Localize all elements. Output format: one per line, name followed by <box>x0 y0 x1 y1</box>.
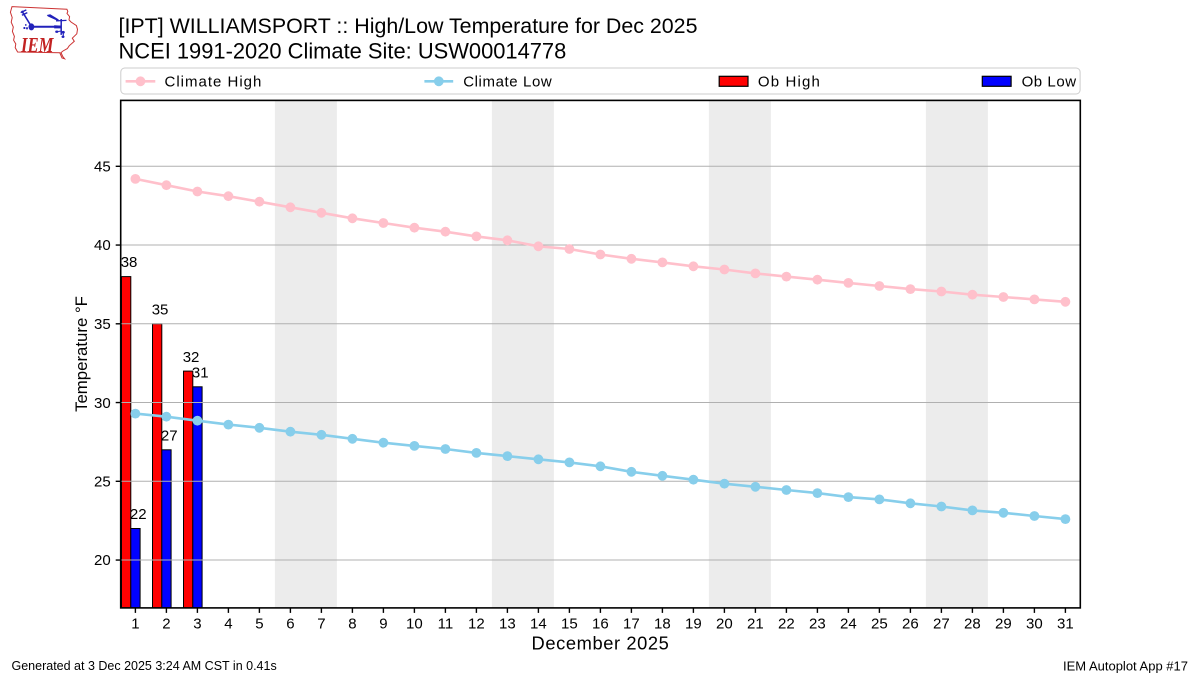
svg-text:2: 2 <box>162 615 170 632</box>
svg-text:3: 3 <box>193 615 201 632</box>
svg-text:26: 26 <box>902 615 919 632</box>
svg-text:28: 28 <box>964 615 981 632</box>
svg-text:Ob Low: Ob Low <box>1022 74 1077 91</box>
svg-text:31: 31 <box>192 365 209 382</box>
svg-text:12: 12 <box>468 615 485 632</box>
svg-text:[IPT] WILLIAMSPORT :: High/Low: [IPT] WILLIAMSPORT :: High/Low Temperatu… <box>119 14 698 38</box>
svg-text:18: 18 <box>654 615 671 632</box>
svg-text:9: 9 <box>379 615 387 632</box>
svg-text:6: 6 <box>286 615 294 632</box>
svg-text:27: 27 <box>161 428 178 445</box>
svg-text:45: 45 <box>94 159 111 176</box>
svg-text:Ob High: Ob High <box>758 74 821 91</box>
svg-text:22: 22 <box>130 506 147 523</box>
svg-text:Generated at 3 Dec 2025 3:24 A: Generated at 3 Dec 2025 3:24 AM CST in 0… <box>12 659 277 673</box>
svg-text:15: 15 <box>561 615 578 632</box>
svg-text:10: 10 <box>406 615 423 632</box>
svg-text:24: 24 <box>840 615 857 632</box>
svg-text:35: 35 <box>94 316 111 333</box>
svg-text:27: 27 <box>933 615 950 632</box>
svg-text:32: 32 <box>183 349 200 366</box>
svg-text:IEM Autoplot App #17: IEM Autoplot App #17 <box>1063 658 1188 673</box>
svg-text:8: 8 <box>348 615 356 632</box>
svg-text:Climate Low: Climate Low <box>463 74 552 91</box>
svg-text:4: 4 <box>224 615 232 632</box>
svg-text:IEM: IEM <box>20 35 54 57</box>
svg-text:25: 25 <box>94 474 111 491</box>
svg-text:13: 13 <box>499 615 516 632</box>
svg-text:17: 17 <box>623 615 640 632</box>
svg-text:7: 7 <box>317 615 325 632</box>
svg-text:38: 38 <box>121 254 138 271</box>
svg-text:31: 31 <box>1057 615 1074 632</box>
svg-text:22: 22 <box>778 615 795 632</box>
svg-text:14: 14 <box>530 615 547 632</box>
svg-text:Temperature °F: Temperature °F <box>72 296 91 412</box>
svg-text:40: 40 <box>94 237 111 254</box>
svg-text:35: 35 <box>152 302 169 319</box>
svg-text:30: 30 <box>1026 615 1043 632</box>
svg-text:29: 29 <box>995 615 1012 632</box>
svg-text:19: 19 <box>685 615 702 632</box>
svg-text:5: 5 <box>255 615 263 632</box>
svg-text:December 2025: December 2025 <box>532 632 670 653</box>
svg-text:NCEI 1991-2020 Climate Site: U: NCEI 1991-2020 Climate Site: USW00014778 <box>119 38 567 63</box>
svg-text:25: 25 <box>871 615 888 632</box>
svg-text:20: 20 <box>716 615 733 632</box>
svg-text:30: 30 <box>94 395 111 412</box>
svg-text:11: 11 <box>438 615 454 632</box>
svg-text:Climate High: Climate High <box>165 74 263 91</box>
svg-text:1: 1 <box>131 615 139 632</box>
svg-text:21: 21 <box>747 615 764 632</box>
svg-text:20: 20 <box>94 552 111 569</box>
svg-text:16: 16 <box>592 615 609 632</box>
svg-text:23: 23 <box>809 615 826 632</box>
